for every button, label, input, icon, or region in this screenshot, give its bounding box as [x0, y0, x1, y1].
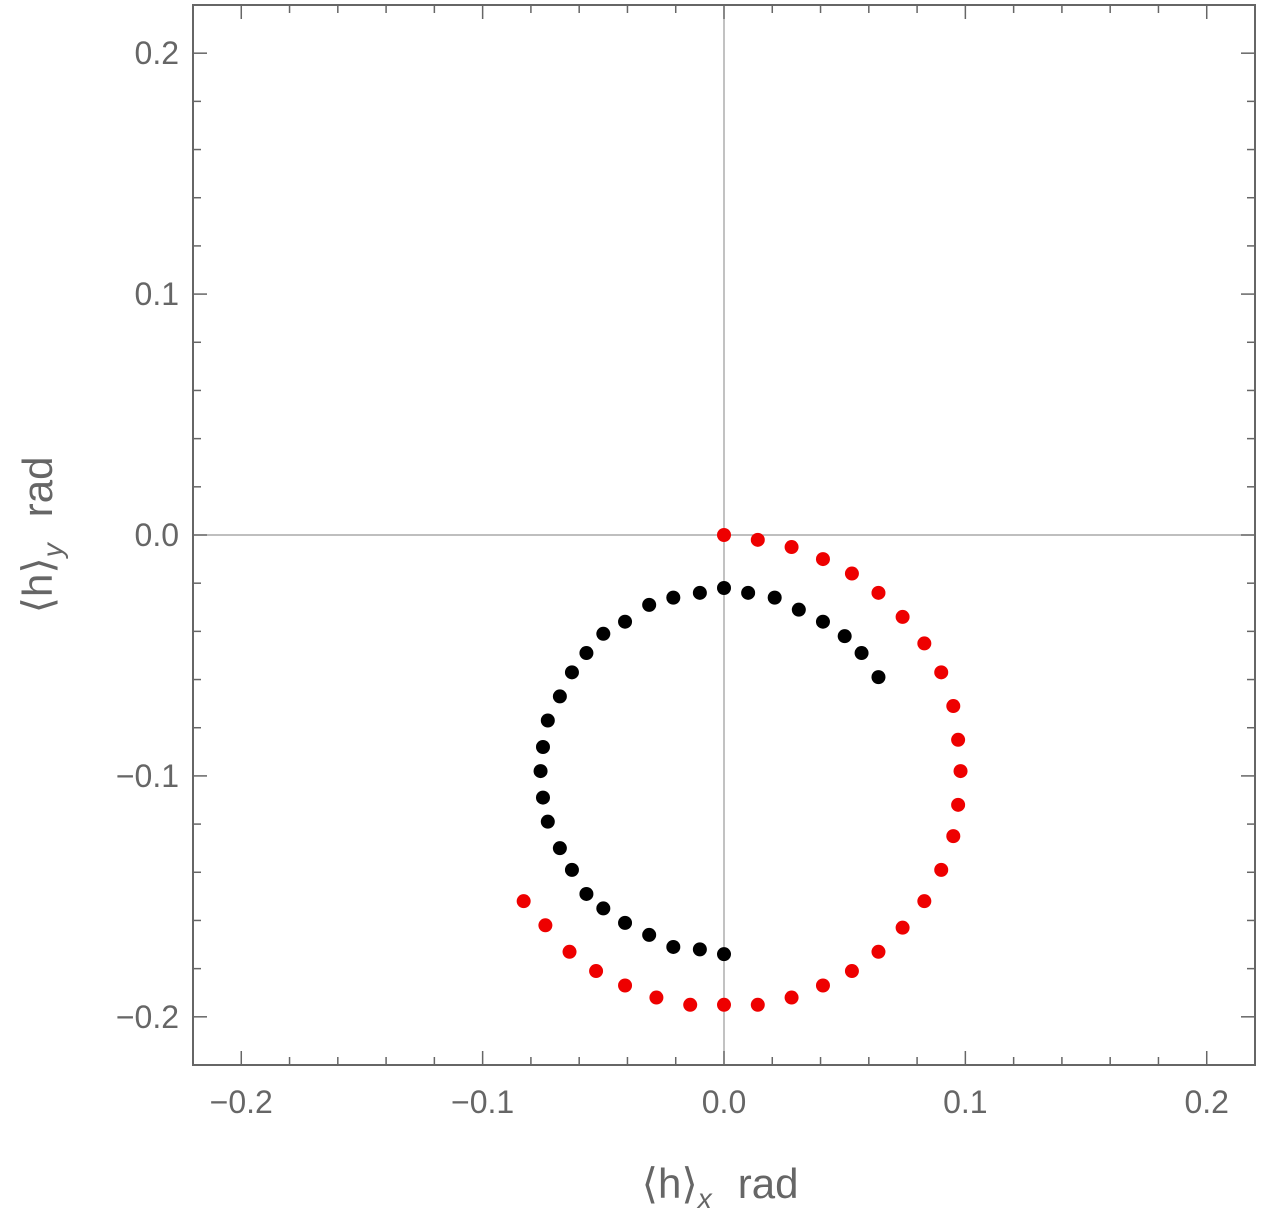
x-tick-label: 0.1: [943, 1084, 987, 1120]
x-axis-title-sub: x: [696, 1183, 713, 1214]
red-data-point: [815, 552, 830, 567]
red-data-point: [844, 964, 859, 979]
black-data-point: [618, 915, 633, 930]
red-data-point: [589, 964, 604, 979]
tick-labels: −0.2 −0.1 0.0 0.1 0.2 0.2 0.1 0.0 −0.1 −0.2: [116, 35, 1229, 1120]
red-data-point: [649, 990, 664, 1005]
black-data-point: [540, 713, 555, 728]
red-data-point: [717, 528, 731, 542]
y-tick-label: −0.1: [116, 758, 179, 794]
red-data-point: [946, 829, 961, 844]
black-data-point: [540, 814, 555, 829]
y-axis-title-sub: y: [37, 541, 68, 559]
y-axis-title-unit: rad: [14, 457, 61, 518]
black-data-point: [535, 790, 550, 805]
black-data-point: [815, 614, 830, 629]
black-data-point: [642, 597, 657, 612]
black-data-point: [579, 886, 594, 901]
red-data-point: [917, 894, 932, 909]
plot-frame: [192, 4, 1256, 1066]
x-tick-label: −0.2: [210, 1084, 273, 1120]
red-data-point: [618, 978, 633, 993]
y-tick-label: 0.1: [135, 276, 179, 312]
x-tick-label: −0.1: [451, 1084, 514, 1120]
red-data-point: [815, 978, 830, 993]
red-data-point: [895, 920, 910, 935]
red-data-point: [934, 665, 949, 680]
black-data-point: [596, 626, 611, 641]
red-data-point: [953, 764, 968, 779]
red-data-point: [951, 732, 966, 747]
black-data-point: [871, 670, 886, 685]
black-data-point: [552, 841, 567, 856]
x-axis-title-main: ⟨h⟩: [642, 1160, 698, 1207]
x-tick-label: 0.0: [702, 1084, 746, 1120]
red-data-point: [784, 540, 799, 555]
black-data-point: [692, 942, 707, 957]
red-data-point: [917, 636, 932, 651]
y-axis-title: ⟨h⟩y rad: [14, 457, 68, 614]
red-data-point: [871, 944, 886, 959]
black-data-point: [535, 740, 550, 754]
black-data-point: [717, 581, 731, 595]
black-data-point: [717, 947, 731, 962]
red-data-point: [750, 997, 765, 1012]
red-data-point: [934, 862, 949, 877]
black-data-point: [533, 764, 548, 779]
black-data-point: [666, 590, 681, 605]
black-data-point: [596, 901, 611, 916]
red-data-point: [717, 997, 731, 1012]
black-data-point: [767, 590, 782, 605]
red-data-point: [562, 944, 577, 959]
black-data-point: [741, 585, 756, 600]
black-data-point: [854, 646, 869, 661]
black-data-point: [791, 602, 806, 617]
black-data-point: [618, 614, 633, 629]
y-axis-title-main: ⟨h⟩: [14, 557, 61, 613]
black-data-point: [552, 689, 567, 704]
red-data-point: [750, 532, 765, 547]
data-points: [516, 528, 968, 1012]
y-tick-label: 0.0: [135, 517, 179, 553]
red-data-point: [871, 585, 886, 600]
black-data-point: [837, 629, 852, 644]
x-axis-title-unit: rad: [738, 1160, 799, 1207]
x-axis-title: ⟨h⟩x rad: [642, 1160, 799, 1214]
black-data-point: [579, 646, 594, 661]
y-tick-label: 0.2: [135, 35, 179, 71]
red-data-point: [784, 990, 799, 1005]
red-data-point: [951, 797, 966, 812]
black-data-point: [642, 927, 657, 942]
red-data-point: [895, 609, 910, 624]
x-tick-label: 0.2: [1184, 1084, 1228, 1120]
y-tick-label: −0.2: [116, 999, 179, 1035]
black-data-point: [564, 665, 579, 680]
black-data-point: [564, 862, 579, 877]
red-data-point: [516, 894, 531, 909]
red-data-point: [946, 699, 961, 714]
red-data-point: [683, 997, 698, 1012]
red-data-point: [844, 566, 859, 581]
black-data-point: [666, 939, 681, 954]
black-data-point: [692, 585, 707, 600]
red-data-point: [538, 918, 553, 933]
